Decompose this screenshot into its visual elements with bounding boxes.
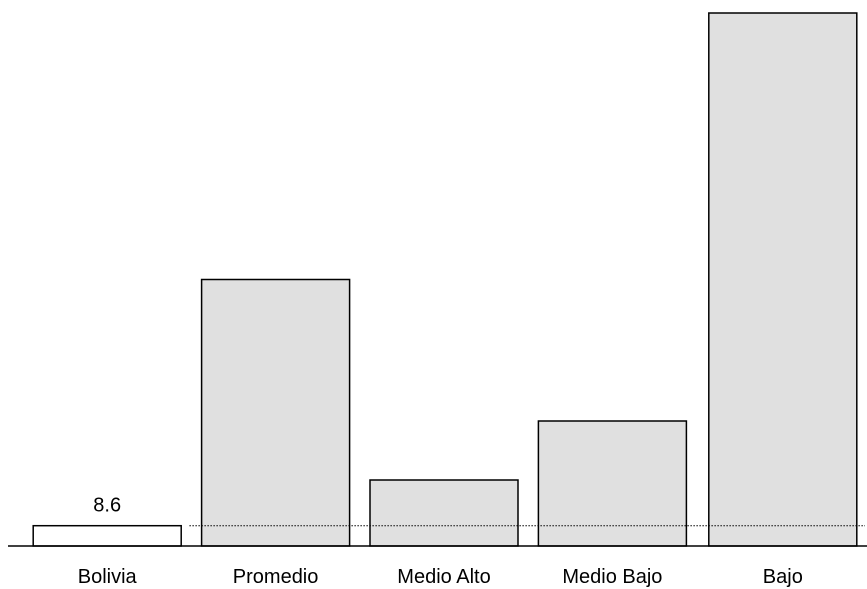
bar-bolivia bbox=[32, 524, 182, 547]
labels-group: Bolivia 8.6 Promedio Medio Alto Medio Bajo Ba… bbox=[78, 495, 803, 588]
bar-medio-alto bbox=[369, 479, 519, 547]
bar-medio-bajo bbox=[537, 420, 688, 547]
bar-bajo bbox=[708, 12, 858, 547]
bars-group bbox=[32, 12, 858, 547]
category-label: Bajo bbox=[763, 566, 803, 588]
data-label: 8.6 bbox=[93, 495, 121, 517]
category-label: Medio Bajo bbox=[562, 566, 662, 588]
category-label: Promedio bbox=[233, 566, 319, 588]
category-label: Medio Alto bbox=[397, 566, 490, 588]
category-label: Bolivia bbox=[78, 566, 138, 588]
bar-promedio bbox=[200, 278, 351, 547]
